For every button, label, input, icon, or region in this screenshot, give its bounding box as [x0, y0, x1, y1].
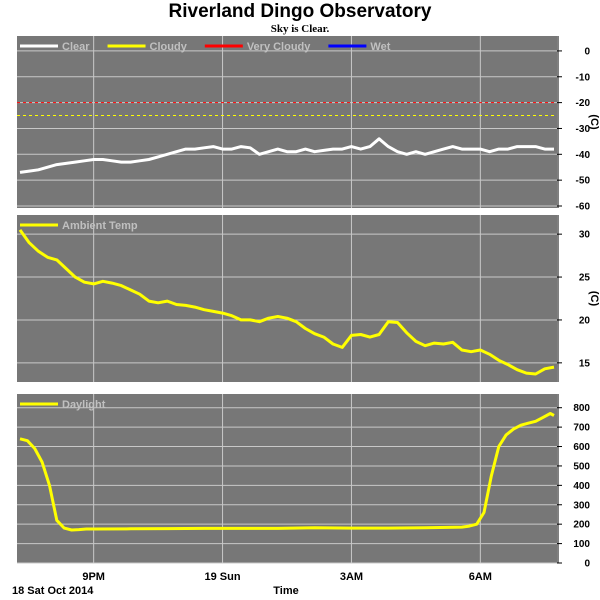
panel-1-ytick-label-1: -10 [576, 72, 591, 83]
legend-label-wet: Wet [370, 41, 390, 53]
panel-1-series-clear [19, 137, 554, 174]
panel-1-ylabel: (C) [588, 114, 600, 130]
x-tick-label-1: 19 Sun [205, 571, 241, 583]
panel-2-ytick-label-1: 25 [579, 273, 591, 284]
panel-1-ytick-label-4: -40 [576, 150, 591, 161]
panel-3-ytick-label-5: 300 [573, 500, 590, 511]
date-label: 18 Sat Oct 2014 [12, 585, 94, 597]
panel-3-ytick-label-0: 800 [573, 403, 590, 414]
x-axis-label: Time [273, 585, 298, 597]
panel-3-ytick-label-8: 0 [584, 559, 590, 570]
panel-3-ytick-label-2: 600 [573, 442, 590, 453]
panel-2-series-ambient-temp [18, 229, 555, 376]
panel-2-ytick-label-2: 20 [579, 315, 591, 326]
panel-3-series-daylight [19, 412, 555, 532]
legend-label-daylight: Daylight [62, 399, 106, 411]
legend-label-clear: Clear [62, 41, 90, 53]
legend-label-cloudy: Cloudy [150, 41, 188, 53]
panel-3-ytick-label-7: 100 [573, 539, 590, 550]
panel-1-ytick-label-5: -50 [576, 176, 591, 187]
panel-3-background [17, 394, 557, 563]
panel-3-ytick-label-4: 400 [573, 481, 590, 492]
legend-label-ambient-temp: Ambient Temp [62, 220, 138, 232]
chart-subtitle: Sky is Clear. [270, 23, 330, 35]
panel-2-ytick-label-0: 30 [579, 230, 591, 241]
x-tick-label-2: 3AM [340, 571, 363, 583]
panel-1-ytick-label-3: -30 [576, 124, 591, 135]
panel-1-ytick-label-6: -60 [576, 202, 591, 213]
panel-1-background [17, 36, 557, 208]
panel-3-ytick-label-3: 500 [573, 461, 590, 472]
panel-2-background [17, 215, 557, 382]
panel-3-ytick-label-1: 700 [573, 423, 590, 434]
legend-label-very-cloudy: Very Cloudy [247, 41, 311, 53]
panel-1-ytick-label-2: -20 [576, 98, 591, 109]
chart-title: Riverland Dingo Observatory [168, 1, 432, 22]
panel-3-ytick-label-6: 200 [573, 520, 590, 531]
x-tick-label-3: 6AM [469, 571, 492, 583]
panel-2-ylabel: (C) [588, 291, 600, 307]
panel-2-ytick-label-3: 15 [579, 358, 591, 369]
x-tick-label-0: 9PM [82, 571, 105, 583]
panel-1-ytick-label-0: 0 [584, 46, 590, 57]
